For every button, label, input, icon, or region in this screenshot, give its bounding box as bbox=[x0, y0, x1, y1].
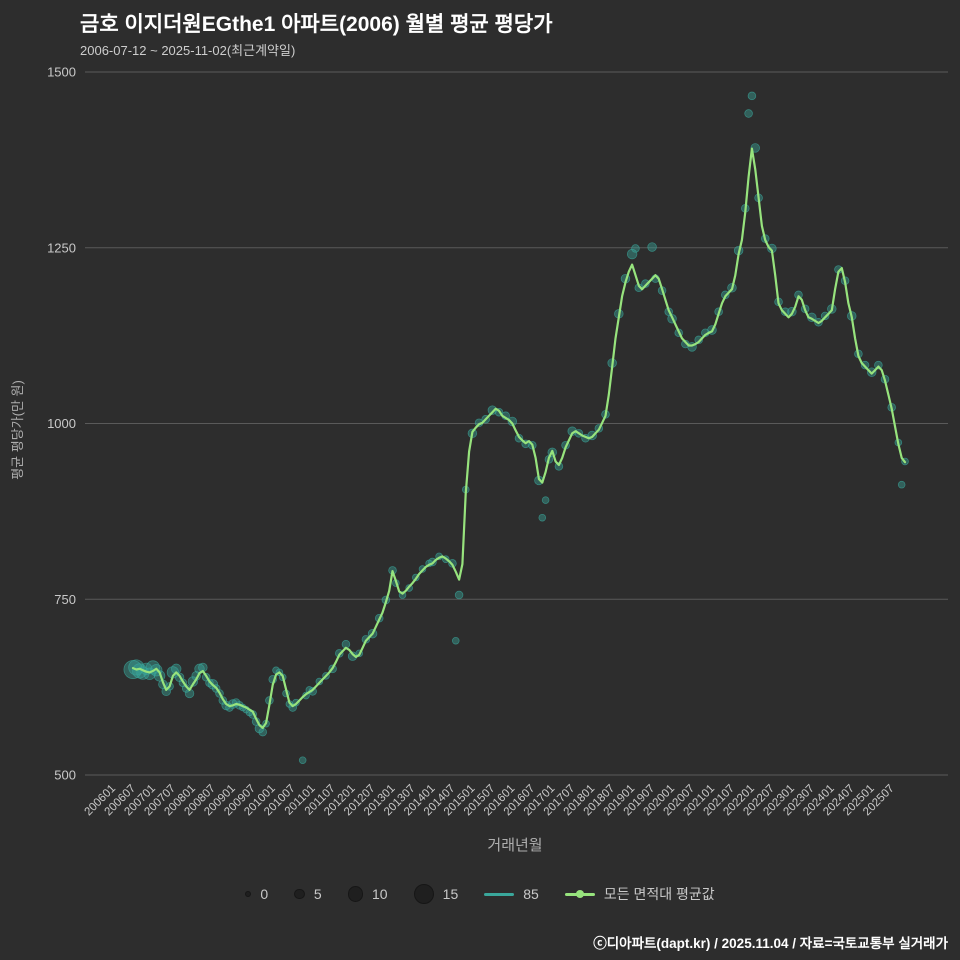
legend-size-5: 5 bbox=[294, 886, 322, 903]
legend-size-label: 5 bbox=[313, 886, 322, 903]
y-tick-label: 1500 bbox=[47, 65, 76, 80]
legend: 0 5 10 15 85 모든 면적대 평균값 bbox=[0, 884, 960, 905]
legend-size-dot bbox=[245, 891, 252, 898]
scatter-bubble bbox=[298, 756, 307, 764]
scatter-bubble bbox=[681, 339, 690, 349]
scatter-bubble bbox=[780, 307, 790, 316]
legend-series-swatch bbox=[564, 889, 595, 899]
y-tick-label: 500 bbox=[54, 768, 76, 783]
legend-series-swatch bbox=[484, 889, 515, 899]
plot-area: 5007501000125015002006012006072007012007… bbox=[10, 65, 948, 854]
legend-size-0: 0 bbox=[245, 886, 268, 902]
scatter-bubble bbox=[626, 248, 638, 260]
legend-line-icon bbox=[484, 893, 515, 896]
legend-size-dot bbox=[347, 886, 363, 902]
legend-series-label: 모든 면적대 평균값 bbox=[603, 886, 715, 903]
source-credit: ⓒ디아파트(dapt.kr) / 2025.11.04 / 자료=국토교통부 실… bbox=[593, 936, 948, 951]
scatter-bubble bbox=[641, 279, 650, 288]
legend-size-label: 10 bbox=[372, 886, 388, 903]
legend-series-85: 85 bbox=[484, 886, 539, 902]
scatter-bubble bbox=[744, 109, 753, 118]
legend-size-dot bbox=[294, 888, 305, 900]
legend-size-label: 0 bbox=[260, 886, 269, 903]
scatter-bubble bbox=[538, 513, 547, 522]
legend-series-모든 면적대 평균값: 모든 면적대 평균값 bbox=[564, 884, 715, 904]
legend-size-15: 15 bbox=[413, 884, 459, 905]
y-axis-title: 평균 평당가(만 원) bbox=[10, 380, 25, 480]
scatter-bubble bbox=[694, 335, 703, 345]
chart-subtitle: 2006-07-12 ~ 2025-11-02(최근계약일) bbox=[80, 43, 296, 58]
scatter-bubble bbox=[145, 660, 160, 675]
x-axis-title: 거래년월 bbox=[487, 837, 542, 854]
scatter-bubble bbox=[258, 727, 267, 737]
y-tick-label: 750 bbox=[54, 592, 76, 607]
y-tick-label: 1250 bbox=[47, 240, 76, 255]
scatter-bubble bbox=[541, 496, 550, 504]
legend-series-label: 85 bbox=[523, 886, 539, 903]
scatter-bubble bbox=[647, 242, 657, 252]
chart-title: 금호 이지더원EGthe1 아파트(2006) 월별 평균 평당가 bbox=[80, 13, 553, 36]
scatter-bubble bbox=[897, 480, 906, 489]
scatter-bubble bbox=[747, 91, 757, 101]
scatter-bubble bbox=[631, 244, 640, 253]
legend-size-10: 10 bbox=[347, 886, 388, 903]
legend-size-label: 15 bbox=[442, 886, 459, 903]
scatter-bubble bbox=[451, 636, 460, 645]
scatter-bubble bbox=[454, 590, 464, 600]
legend-size-dot bbox=[413, 884, 434, 905]
legend-dot-icon bbox=[575, 890, 584, 899]
y-tick-label: 1000 bbox=[47, 416, 76, 431]
avg-line-path bbox=[131, 147, 907, 729]
